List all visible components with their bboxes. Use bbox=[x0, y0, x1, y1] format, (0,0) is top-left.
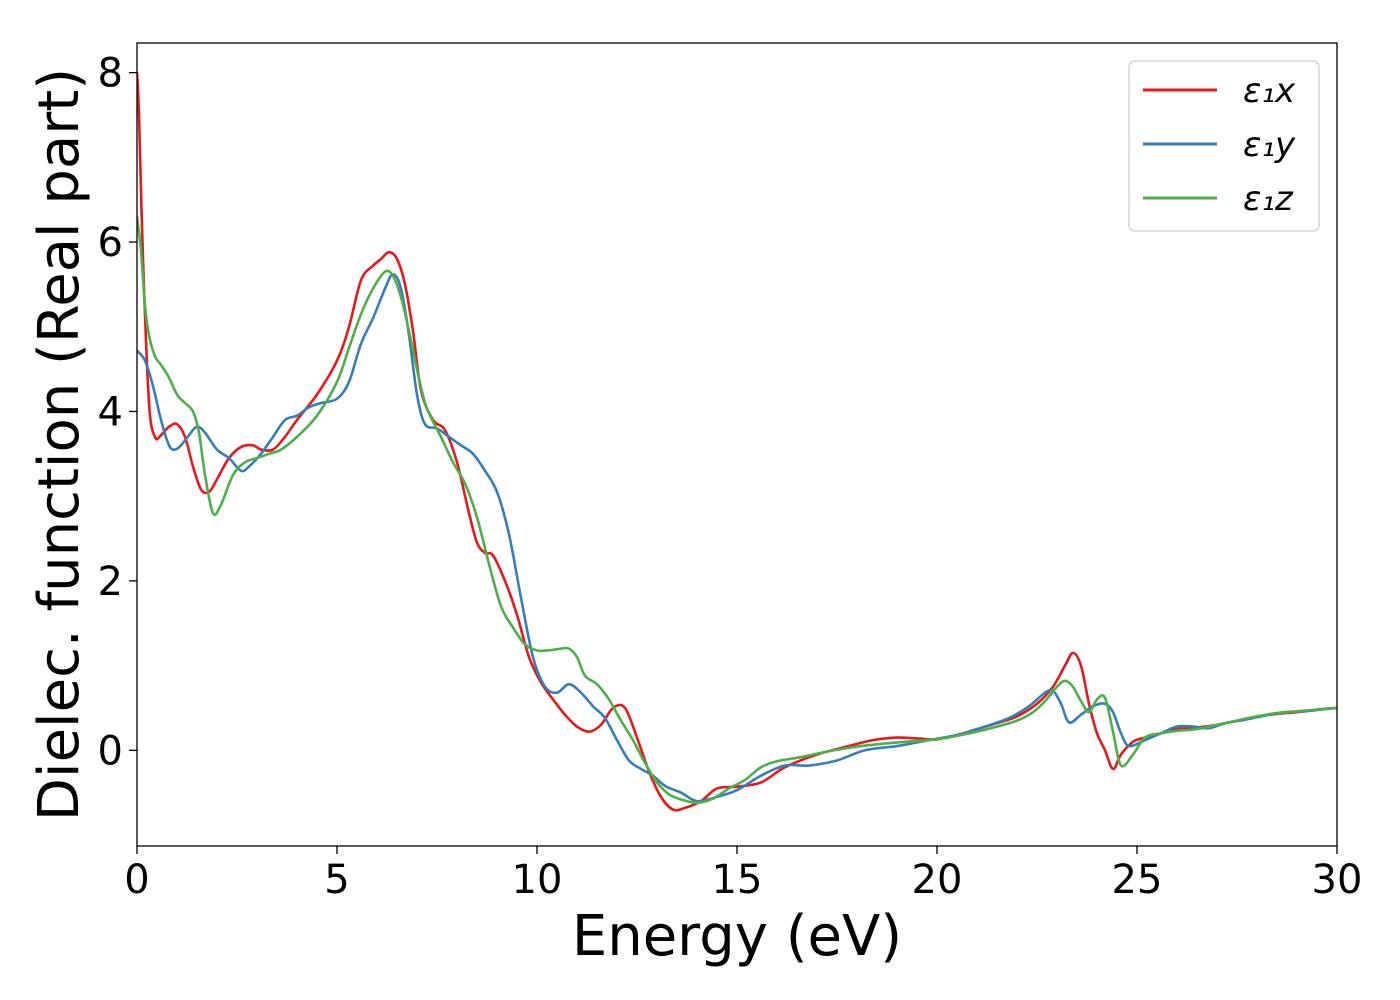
x-axis-ticks: 0 5 10 15 20 25 30 bbox=[124, 846, 1362, 903]
series-line-eps1-z bbox=[137, 215, 1337, 805]
legend-label-eps1-y: ε₁y bbox=[1243, 125, 1296, 165]
y-tick-label: 6 bbox=[98, 220, 123, 266]
legend-label-eps1-z: ε₁z bbox=[1243, 179, 1294, 219]
x-tick-label: 25 bbox=[1112, 857, 1163, 903]
y-axis-label: Dielec. function (Real part) bbox=[27, 68, 92, 821]
legend-label-eps1-x: ε₁x bbox=[1243, 71, 1296, 111]
x-tick-label: 15 bbox=[712, 857, 763, 903]
series-layer bbox=[137, 71, 1337, 812]
x-axis-label: Energy (eV) bbox=[572, 904, 902, 969]
y-tick-label: 4 bbox=[98, 389, 123, 435]
x-tick-label: 20 bbox=[912, 857, 963, 903]
legend-frame bbox=[1128, 60, 1320, 232]
series-line-eps1-y bbox=[137, 272, 1337, 803]
x-tick-label: 0 bbox=[124, 857, 149, 903]
x-tick-label: 10 bbox=[512, 857, 563, 903]
y-tick-label: 8 bbox=[98, 51, 123, 97]
y-tick-label: 0 bbox=[98, 728, 123, 774]
series-line-eps1-x bbox=[137, 71, 1337, 812]
x-tick-label: 30 bbox=[1312, 857, 1363, 903]
legend: ε₁x ε₁y ε₁z bbox=[1128, 60, 1320, 232]
y-tick-label: 2 bbox=[98, 559, 123, 605]
x-tick-label: 5 bbox=[324, 857, 349, 903]
y-axis-ticks: 0 2 4 6 8 bbox=[98, 51, 137, 774]
